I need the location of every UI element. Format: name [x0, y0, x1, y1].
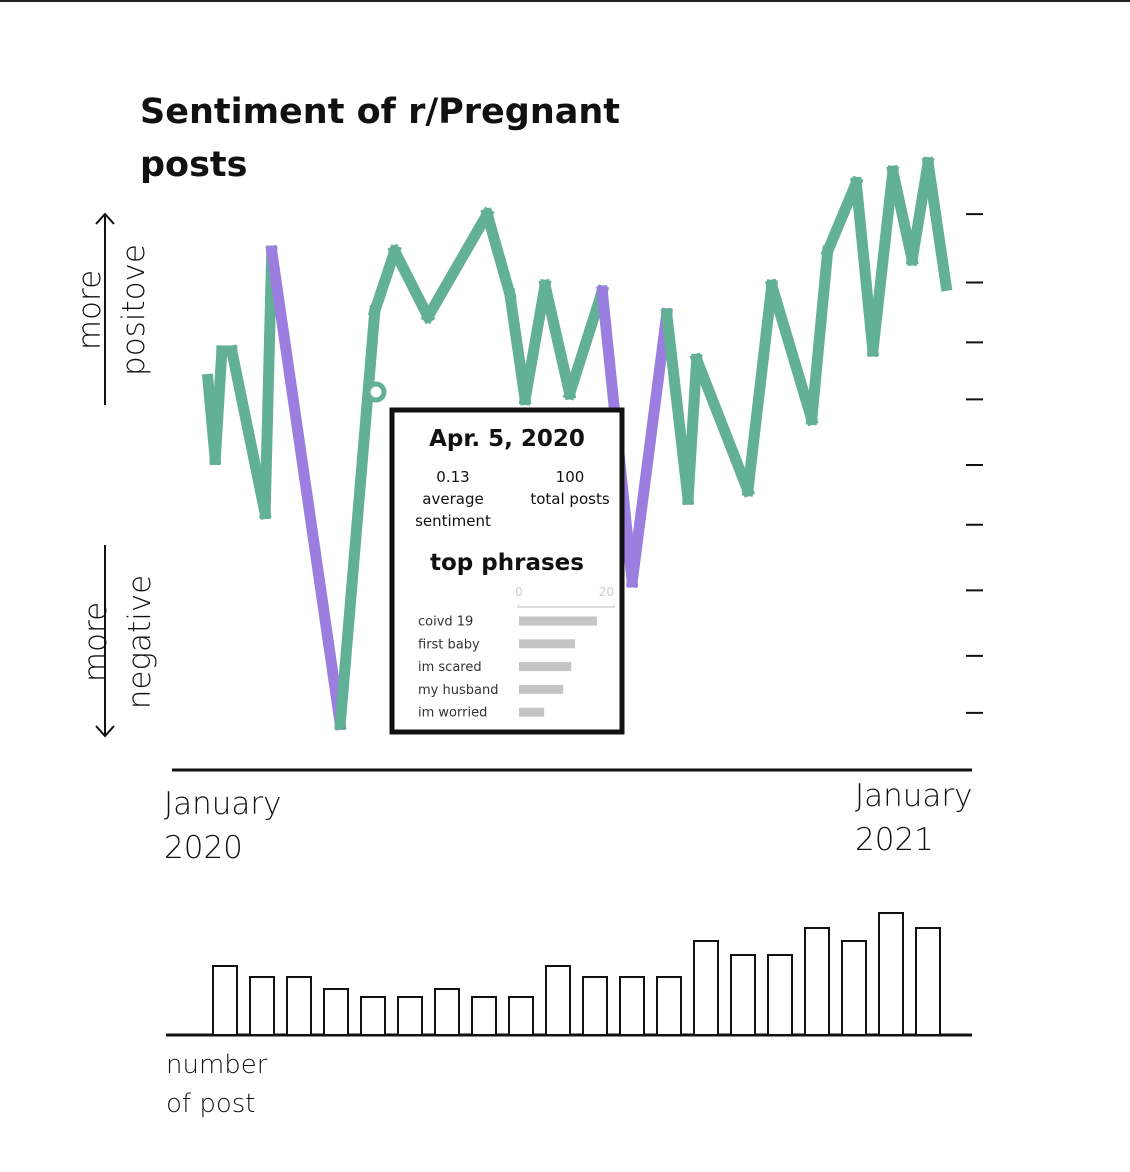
line-segment — [420, 206, 495, 325]
bar — [286, 976, 312, 1036]
phrase-label: first baby — [418, 637, 480, 652]
line-segment — [626, 307, 673, 588]
bar — [693, 940, 719, 1036]
bar — [619, 976, 645, 1036]
phrase-bar — [519, 707, 545, 717]
negative-label: more negative — [78, 574, 158, 710]
line-segment — [764, 278, 819, 427]
down-arrow-head — [95, 725, 115, 738]
tooltip-box — [389, 407, 625, 735]
phrase-bar — [519, 639, 576, 649]
line-segment — [805, 245, 834, 426]
bar — [767, 954, 793, 1036]
bar — [508, 996, 534, 1036]
sentiment-label: average sentiment — [415, 490, 491, 530]
phrase-bar — [519, 684, 564, 694]
phrase-label: im worried — [418, 706, 487, 721]
line-segment — [741, 279, 778, 497]
line-segment — [225, 344, 272, 520]
phrase-label: coivd 19 — [418, 615, 473, 630]
bar — [878, 912, 904, 1036]
bar — [804, 927, 830, 1036]
posts-label: total posts — [530, 490, 610, 508]
bar — [656, 976, 682, 1036]
bar — [471, 996, 497, 1036]
bar — [249, 976, 275, 1036]
bar-label: number of post — [166, 1050, 268, 1119]
mini-tick-label: 0 — [515, 585, 523, 599]
line-segment — [480, 207, 517, 301]
line-segment — [259, 245, 278, 520]
line-segment — [886, 164, 919, 267]
posts-value: 100 — [555, 468, 585, 486]
up-arrow-head — [95, 212, 115, 225]
bar — [545, 965, 571, 1036]
mini-tick-label: 20 — [599, 585, 614, 599]
line-segment — [921, 156, 953, 292]
phrase-label: my husband — [418, 683, 498, 698]
x-tick-label: January 2020 — [164, 786, 282, 866]
phrase-bar — [519, 616, 597, 626]
bar — [360, 996, 386, 1036]
x-tick-label: January 2021 — [855, 778, 973, 858]
hover-marker — [365, 381, 387, 403]
phrase-label: im scared — [418, 660, 482, 675]
line-segment — [562, 284, 610, 401]
line-segment — [334, 305, 381, 731]
line-segment — [367, 244, 402, 319]
line-segment — [538, 278, 577, 401]
bar — [915, 927, 941, 1036]
bar — [397, 996, 423, 1036]
line-segment — [689, 352, 756, 498]
bar — [212, 965, 238, 1036]
phrase-bar — [519, 662, 572, 672]
bar — [582, 976, 608, 1036]
chart-title: Sentiment of r/Pregnant posts — [140, 92, 621, 185]
line-segment — [682, 353, 703, 505]
bar — [434, 988, 460, 1036]
line-segment — [850, 176, 879, 357]
line-segment — [387, 243, 436, 325]
sentiment-value: 0.13 — [436, 468, 470, 486]
positive-label: more positove — [72, 244, 152, 376]
line-segment — [820, 175, 864, 259]
bar — [323, 988, 349, 1036]
line-segment — [503, 287, 532, 406]
tooltip-date: Apr. 5, 2020 — [429, 426, 585, 452]
line-segment — [209, 345, 228, 466]
line-segment — [518, 279, 552, 406]
tooltip-heading: top phrases — [430, 550, 584, 576]
bar — [841, 940, 867, 1036]
line-segment — [265, 244, 347, 731]
line-segment — [866, 165, 899, 358]
bar — [730, 954, 756, 1036]
